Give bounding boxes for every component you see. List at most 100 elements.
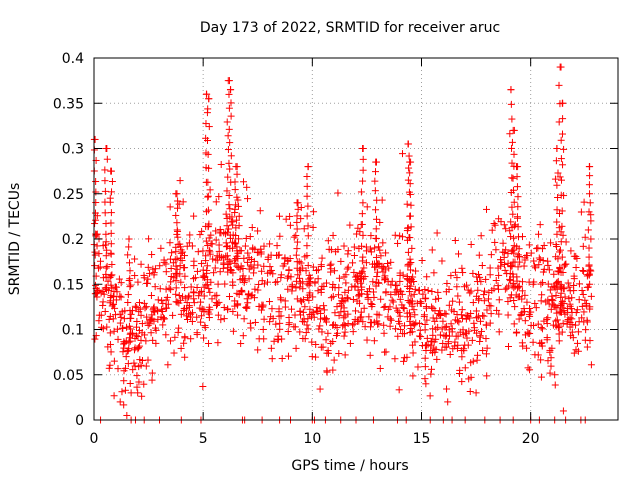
data-point — [406, 255, 414, 263]
data-point — [509, 126, 517, 134]
data-point — [499, 239, 507, 247]
y-tick-label: 0 — [75, 413, 84, 429]
data-point — [447, 272, 455, 280]
data-point — [164, 300, 172, 308]
data-point — [150, 303, 158, 311]
data-point — [483, 372, 491, 380]
data-point — [586, 266, 594, 274]
data-point — [454, 341, 462, 349]
data-point — [162, 331, 170, 339]
data-point — [211, 264, 219, 272]
data-point — [303, 192, 311, 200]
data-point — [127, 389, 135, 397]
data-point — [373, 310, 381, 318]
data-point — [552, 292, 560, 300]
data-point — [233, 170, 241, 178]
data-point — [217, 253, 225, 261]
data-point — [206, 288, 214, 296]
data-point — [227, 266, 235, 274]
data-point — [526, 366, 534, 374]
data-point — [461, 364, 469, 372]
data-point — [356, 270, 364, 278]
data-point — [125, 322, 133, 330]
data-point — [409, 372, 417, 380]
data-point — [303, 172, 311, 180]
data-point — [123, 323, 131, 331]
data-point — [558, 253, 566, 261]
data-point — [370, 293, 378, 301]
data-point — [305, 271, 313, 279]
data-point — [529, 338, 537, 346]
data-point — [514, 203, 522, 211]
data-point — [451, 268, 459, 276]
data-point — [510, 198, 518, 206]
data-point — [555, 323, 563, 331]
data-point — [458, 378, 466, 386]
data-point — [103, 262, 111, 270]
data-point — [187, 335, 195, 343]
data-point — [131, 344, 139, 352]
data-point — [510, 246, 518, 254]
data-point — [374, 320, 382, 328]
data-point — [514, 253, 522, 261]
data-point — [186, 231, 194, 239]
data-point — [417, 333, 425, 341]
data-point — [373, 273, 381, 281]
data-point — [585, 262, 593, 270]
data-point — [238, 286, 246, 294]
data-point — [557, 136, 565, 144]
data-point — [294, 205, 302, 213]
data-point — [333, 324, 341, 332]
data-point — [166, 239, 174, 247]
data-point — [506, 294, 514, 302]
data-point — [418, 342, 426, 350]
data-point — [147, 329, 155, 337]
data-point — [536, 221, 544, 229]
data-point — [487, 310, 495, 318]
data-point — [371, 177, 379, 185]
data-point — [231, 209, 239, 217]
data-point — [193, 313, 201, 321]
data-point — [213, 300, 221, 308]
data-point — [104, 277, 112, 285]
data-point — [475, 295, 483, 303]
data-point — [227, 218, 235, 226]
data-point — [136, 299, 144, 307]
data-point — [103, 155, 111, 163]
data-point — [536, 256, 544, 264]
data-point — [215, 193, 223, 201]
data-point — [475, 251, 483, 259]
data-point — [472, 389, 480, 397]
data-point — [409, 349, 417, 357]
data-point — [544, 314, 552, 322]
data-point — [580, 308, 588, 316]
data-point — [260, 335, 268, 343]
data-point — [537, 324, 545, 332]
data-point — [553, 218, 561, 226]
data-point — [400, 322, 408, 330]
data-point — [134, 345, 142, 353]
data-point — [126, 267, 134, 275]
data-point — [510, 297, 518, 305]
data-point — [316, 315, 324, 323]
data-point — [359, 253, 367, 261]
data-point — [240, 315, 248, 323]
data-point — [209, 255, 217, 263]
data-point — [426, 392, 434, 400]
data-point — [396, 277, 404, 285]
data-point — [527, 249, 535, 257]
data-point — [267, 251, 275, 259]
data-point — [514, 293, 522, 301]
x-tick-label: 10 — [303, 431, 321, 447]
data-point — [406, 298, 414, 306]
data-point — [557, 308, 565, 316]
data-point — [200, 292, 208, 300]
data-point — [304, 222, 312, 230]
data-point — [482, 275, 490, 283]
data-point — [309, 223, 317, 231]
data-point — [584, 226, 592, 234]
data-point — [578, 302, 586, 310]
data-point — [330, 356, 338, 364]
data-point — [122, 353, 130, 361]
y-tick-label: 0.35 — [53, 96, 84, 112]
